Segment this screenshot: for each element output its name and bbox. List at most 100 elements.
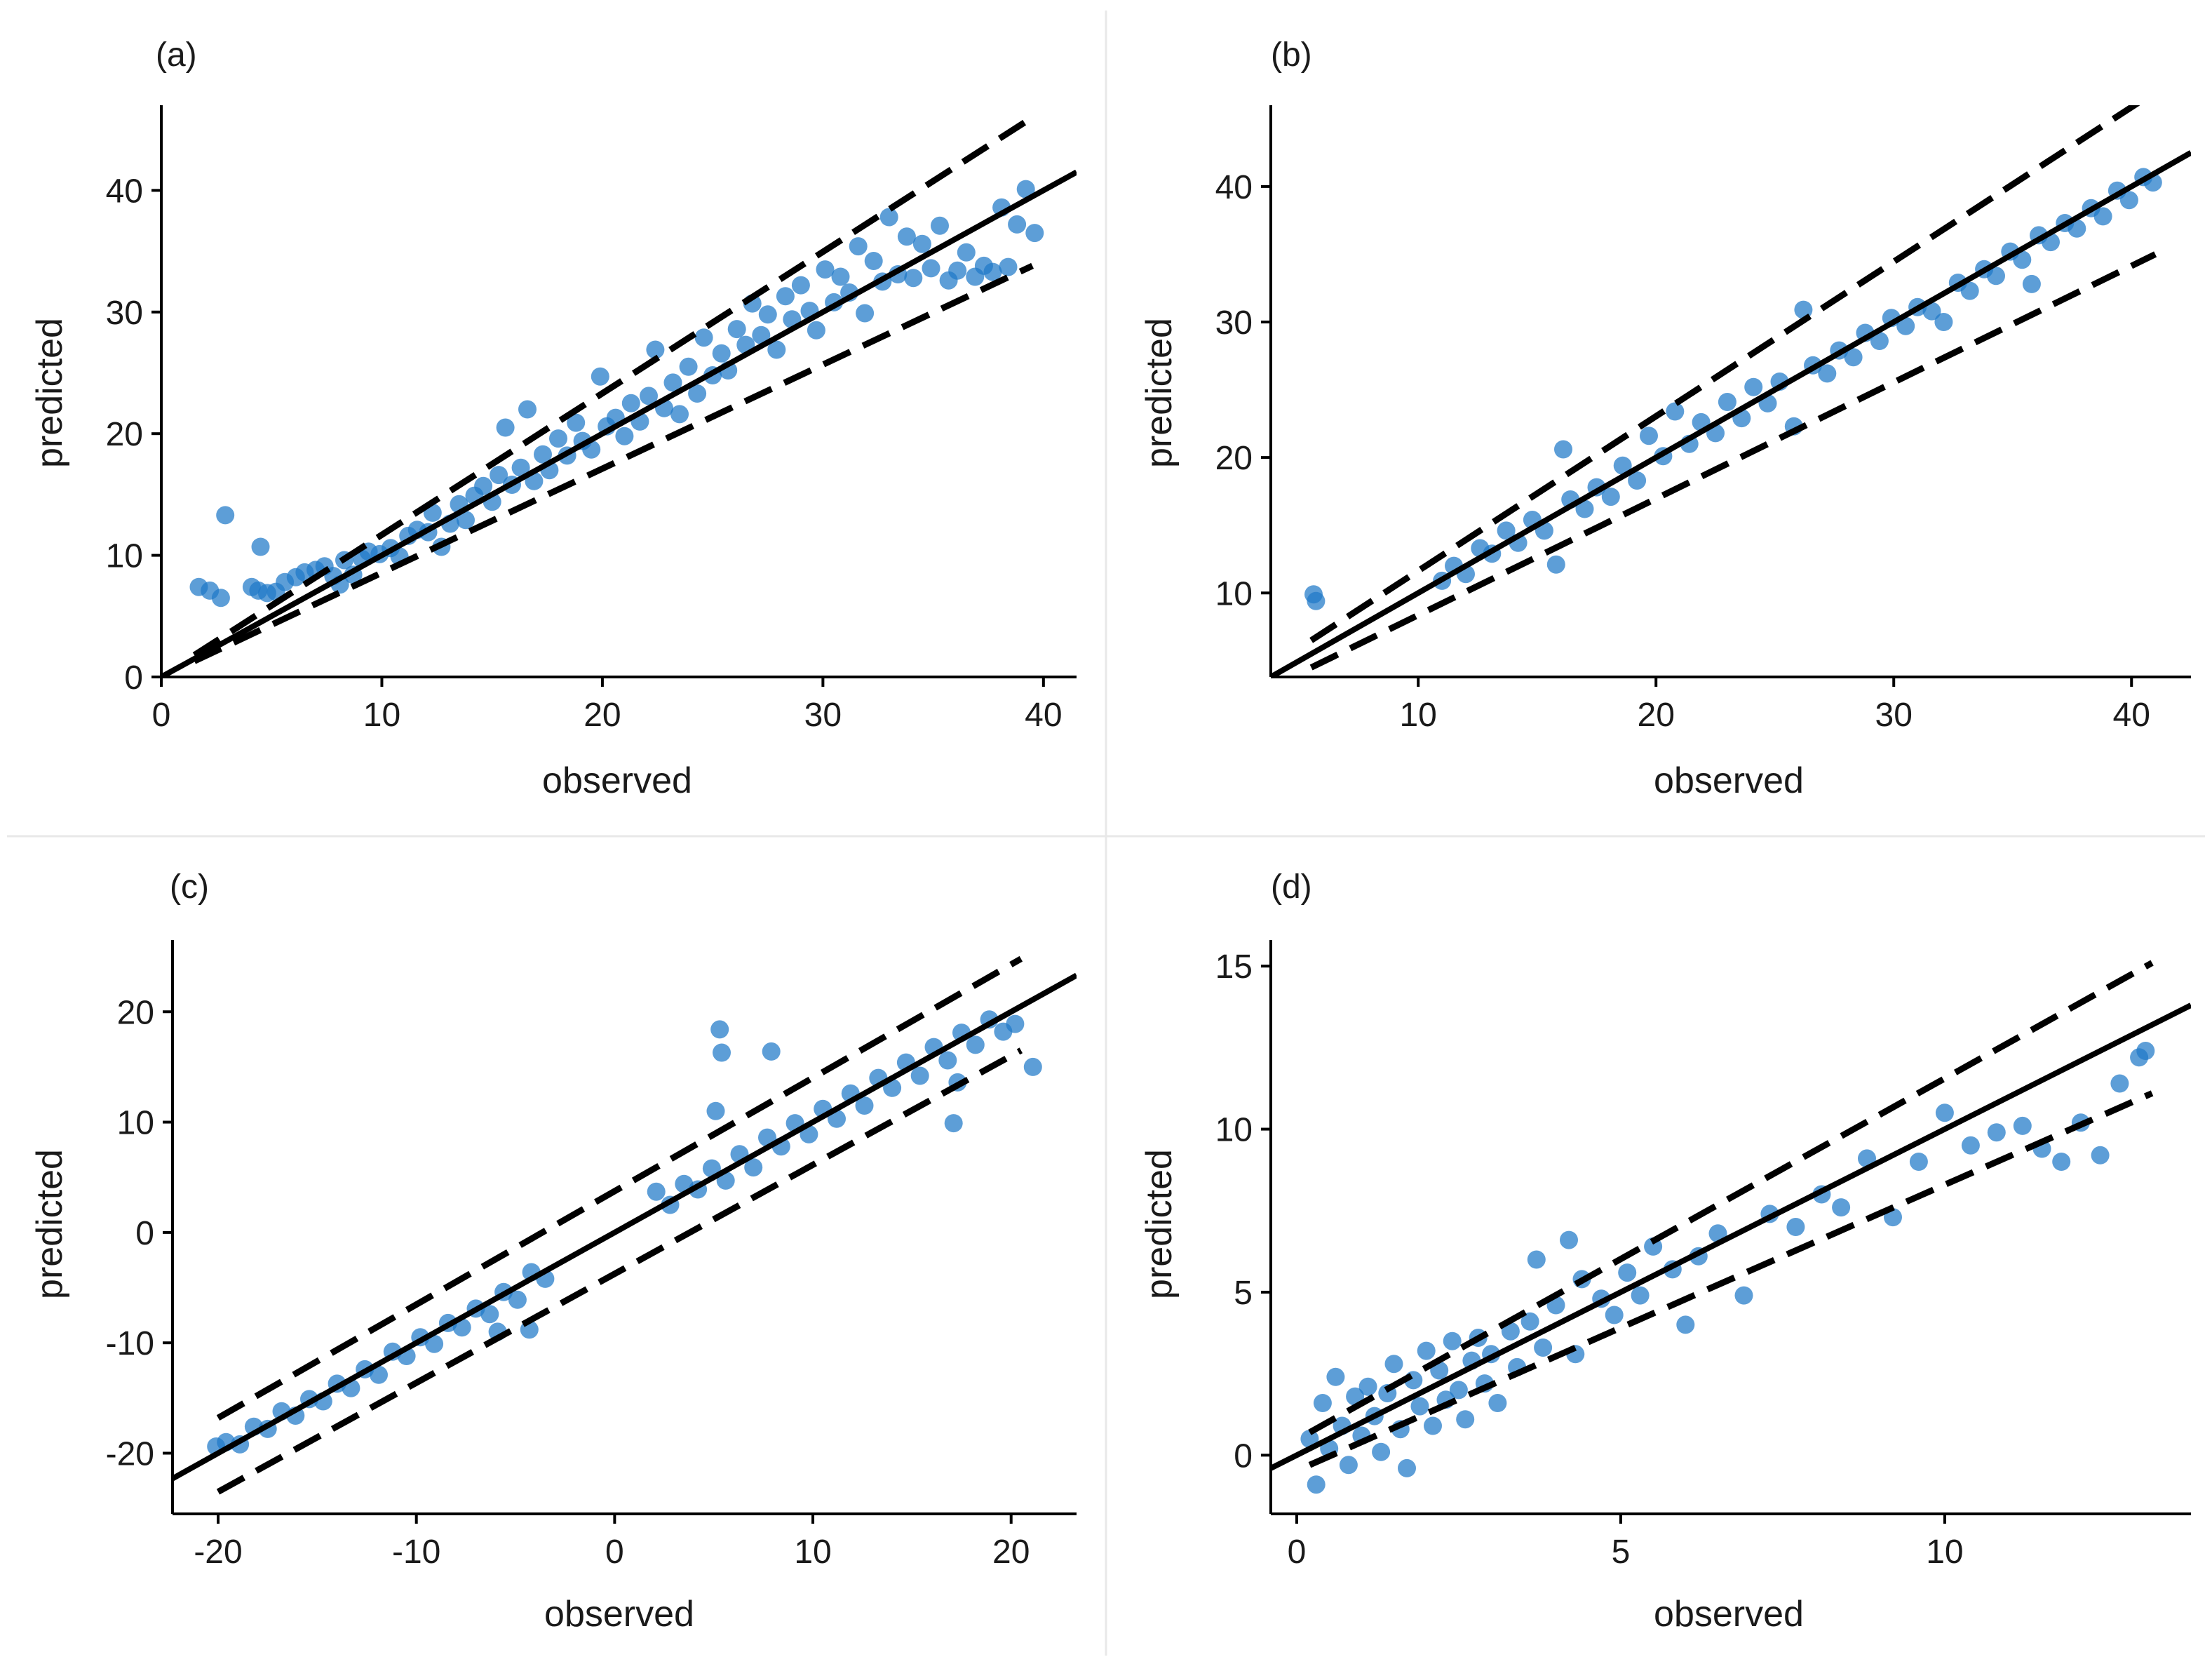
data-point [211, 589, 230, 608]
data-point [706, 1101, 725, 1120]
data-point [944, 1114, 963, 1133]
data-point [710, 1020, 729, 1039]
x-tick-label: 0 [605, 1534, 624, 1571]
upper-bound-line [216, 955, 1023, 1421]
y-tick-label: 10 [1215, 1112, 1253, 1149]
upper-bound-line [1309, 105, 2140, 643]
data-point [518, 400, 537, 419]
y-tick-label: 20 [117, 994, 154, 1031]
data-point [1398, 1458, 1416, 1477]
data-point [496, 418, 515, 437]
data-point [948, 261, 967, 280]
data-point [855, 1096, 874, 1115]
y-tick-label: -10 [106, 1325, 154, 1362]
data-point [1618, 1263, 1637, 1282]
x-axis-title: observed [1654, 760, 1804, 801]
data-point [1628, 471, 1647, 490]
data-point [1786, 1218, 1805, 1236]
y-tick-label: 0 [135, 1215, 154, 1252]
y-tick-label: 10 [117, 1105, 154, 1142]
x-tick-label: 30 [1875, 697, 1913, 734]
lines [1271, 105, 2191, 677]
data-point [791, 276, 810, 295]
data-point [1909, 1153, 1928, 1171]
y-tick-label: 10 [106, 538, 143, 575]
scatter-points [1304, 168, 2162, 610]
data-point [1613, 456, 1632, 475]
data-point [508, 1290, 527, 1309]
panel-d: (d) predicted observed 0 5 10 0 5 10 15 [1139, 868, 2191, 1635]
lower-bound-line [193, 262, 1034, 664]
data-point [567, 413, 586, 432]
y-tick-label: 10 [1215, 575, 1253, 612]
data-point [816, 260, 835, 279]
data-point [646, 340, 665, 359]
data-point [474, 476, 493, 495]
x-tick-label: -10 [392, 1534, 440, 1571]
data-point [1987, 1123, 2006, 1142]
data-point [2091, 1146, 2110, 1165]
data-point [1023, 1057, 1042, 1076]
data-point [752, 326, 771, 344]
data-point [966, 1035, 985, 1054]
data-point [831, 267, 850, 286]
data-point [957, 243, 976, 262]
panel-label: (a) [156, 36, 197, 74]
y-tick-label: 30 [106, 295, 143, 332]
x-axis-title: observed [542, 760, 692, 801]
scatter-points [1300, 1042, 2155, 1494]
y-tick-label: 15 [1215, 948, 1253, 986]
data-point [1410, 1397, 1429, 1416]
data-point [679, 357, 698, 376]
data-point [1935, 1103, 1954, 1122]
data-point [480, 1305, 499, 1324]
data-point [251, 537, 270, 556]
data-point [1008, 215, 1027, 234]
data-point [1922, 302, 1941, 321]
lower-bound-line [216, 1047, 1023, 1495]
data-point [1734, 1286, 1753, 1305]
data-point [490, 466, 508, 485]
panel-b: (b) predicted observed 10 20 30 40 10 20 30 40 [1139, 36, 2191, 801]
data-point [1844, 348, 1863, 367]
data-point [1016, 180, 1035, 199]
data-point [425, 1334, 444, 1353]
lines [161, 114, 1077, 677]
data-point [670, 405, 689, 424]
fit-line [1271, 1002, 2191, 1471]
x-tick-label: 20 [584, 697, 621, 734]
fit-line [1271, 150, 2191, 677]
data-point [1934, 313, 1953, 331]
x-tick-label: 20 [992, 1534, 1030, 1571]
data-point [647, 1182, 666, 1201]
data-point [591, 367, 609, 386]
data-point [663, 373, 682, 392]
data-point [1676, 1315, 1695, 1334]
data-point [1326, 1367, 1345, 1386]
x-axis-title: observed [544, 1594, 694, 1635]
data-point [640, 387, 658, 405]
data-point [1497, 521, 1516, 540]
y-tick-label: 40 [106, 173, 143, 210]
data-point [1870, 332, 1889, 350]
data-point [370, 1365, 388, 1384]
data-point [910, 1066, 929, 1085]
data-point [2110, 1074, 2129, 1093]
data-point [549, 429, 567, 448]
data-point [931, 216, 949, 235]
data-point [1449, 1381, 1468, 1400]
lines [173, 955, 1077, 1495]
data-point [2013, 1116, 2032, 1135]
y-tick-label: 20 [106, 416, 143, 453]
data-point [1987, 267, 2005, 286]
data-point [1534, 1338, 1553, 1357]
data-point [879, 208, 898, 227]
data-point [1575, 499, 1594, 518]
data-point [1384, 1355, 1403, 1374]
lines [1271, 960, 2191, 1471]
data-point [744, 1158, 763, 1177]
data-point [1546, 555, 1565, 574]
upper-bound-line [192, 114, 1034, 658]
data-point [776, 287, 795, 306]
data-point [1372, 1442, 1391, 1461]
